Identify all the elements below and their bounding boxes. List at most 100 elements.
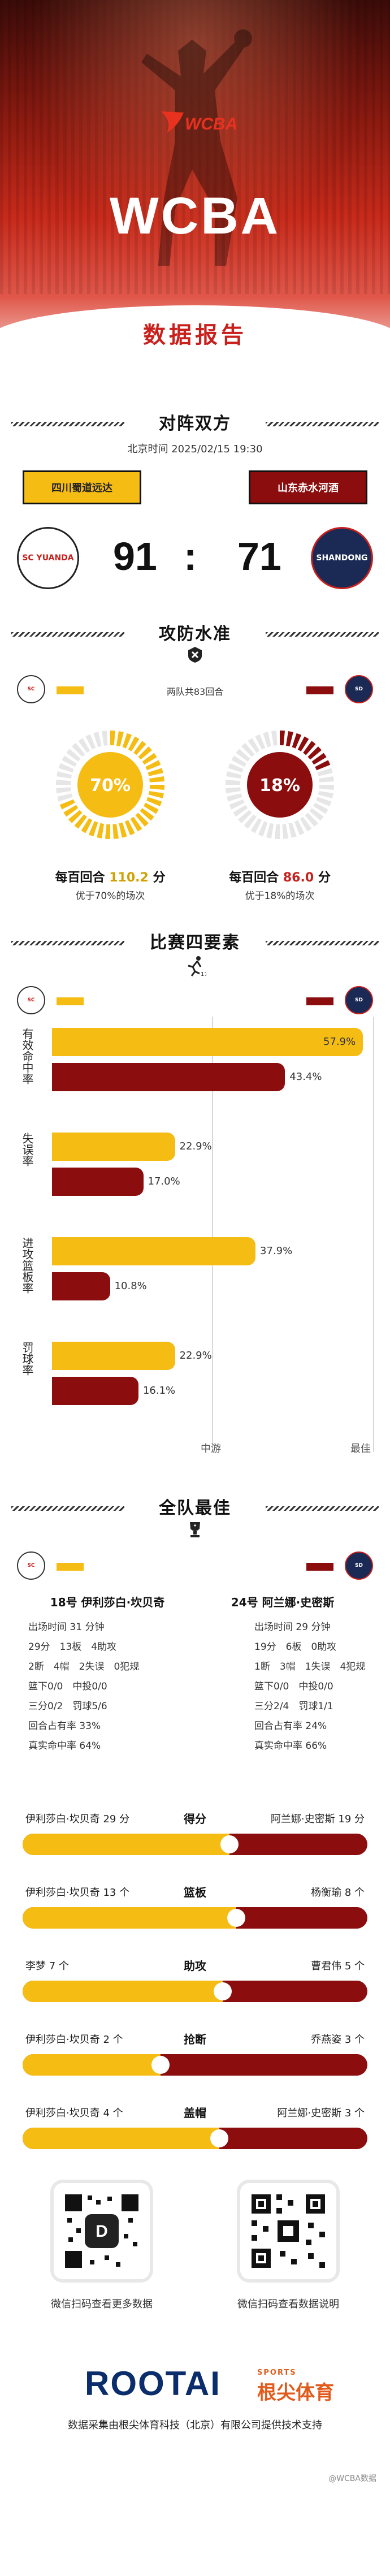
best-player-names: 18号 伊利莎白·坎贝奇 24号 阿兰娜·史密斯 <box>0 1593 390 1610</box>
home-share-fill <box>23 2128 219 2149</box>
ring-segment <box>227 793 242 802</box>
away-score: 71 <box>237 534 281 578</box>
ring-segment <box>57 793 73 802</box>
home-factor-value: 37.9% <box>260 1245 293 1257</box>
stat-line: 篮下0/0 中投0/0 <box>28 1681 107 1692</box>
away-factor-bar <box>52 1377 138 1405</box>
stat-line: 出场时间 31 分钟 <box>28 1622 105 1633</box>
ring-segment <box>78 738 90 753</box>
svg-text:D: D <box>96 2222 108 2241</box>
brand-cn: 根尖体育 <box>257 2381 334 2404</box>
compare-category: 得分 <box>184 1812 206 1826</box>
stat-line: 三分2/4 罚球1/1 <box>254 1701 333 1712</box>
ring-segment <box>280 731 285 746</box>
ring-segment <box>144 802 159 814</box>
ring-segment <box>294 820 305 836</box>
away-factor-value: 43.4% <box>289 1071 322 1083</box>
mid-gridline <box>212 1017 213 1452</box>
ring-segment <box>145 760 161 771</box>
compare-bar <box>23 1981 367 2002</box>
away-factor-value: 17.0% <box>148 1175 180 1187</box>
ring-segment <box>130 816 142 832</box>
share-marker <box>220 1835 239 1853</box>
ring-segment <box>303 741 316 755</box>
ring-segment <box>226 787 241 794</box>
section-title: 全队最佳 <box>159 1498 231 1518</box>
ring-segment <box>255 734 266 750</box>
axis-label-best: 最佳 <box>350 1443 371 1455</box>
home-leader: 伊利莎白·坎贝奇 2 个 <box>25 2034 123 2046</box>
stat-line: 29分 13板 4助攻 <box>28 1641 117 1653</box>
home-factor-bar <box>52 1133 175 1161</box>
ring-segment <box>116 731 124 747</box>
ring-segment <box>226 771 242 779</box>
away-team-name: 山东赤水河酒 <box>249 470 367 504</box>
ring-segment <box>63 805 79 817</box>
ring-segment <box>93 732 102 747</box>
teams-row: 四川蜀道远达 山东赤水河酒 <box>0 470 390 504</box>
ring-segment <box>58 763 74 773</box>
away-best-player: 24号 阿兰娜·史密斯 <box>231 1596 335 1609</box>
ring-segment <box>133 741 146 755</box>
away-team-mini-logo: SD <box>345 1551 373 1580</box>
ring-segment <box>149 776 164 783</box>
score-row: SC YUANDA 91 : 71 SHANDONG <box>0 527 390 612</box>
ring-segment <box>101 731 108 746</box>
score-separator: : <box>184 534 197 578</box>
ring-segment <box>300 816 312 832</box>
stat-line: 回合占有率 24% <box>254 1721 327 1732</box>
stat-line: 真实命中率 66% <box>254 1740 327 1752</box>
ring-segment <box>146 797 162 807</box>
shield-x-icon <box>188 647 202 663</box>
section-header-efficiency: 攻防水准 <box>0 612 390 646</box>
ring-segment <box>66 749 81 762</box>
ring-segment <box>68 810 83 823</box>
ring-segment <box>97 823 105 839</box>
data-credit: 数据采集由根尖体育科技（北京）有限公司提供技术支持 <box>68 2419 322 2431</box>
ring-segment <box>248 738 260 753</box>
ring-segment <box>236 749 250 762</box>
away-leader: 杨衡瑜 8 个 <box>311 1887 365 1899</box>
stat-line: 2断 4帽 2失误 0犯规 <box>28 1661 140 1672</box>
home-color-swatch <box>57 686 84 694</box>
leader-compare-row: 伊利莎白·坎贝奇 13 个 篮板 杨衡瑜 8 个 <box>0 1878 390 1951</box>
ring-center <box>247 752 313 818</box>
share-marker <box>210 2129 228 2147</box>
qr-code-data-explanation[interactable] <box>240 2183 336 2279</box>
leader-compare-row: 伊利莎白·坎贝奇 4 个 盖帽 阿兰娜·史密斯 3 个 <box>0 2098 390 2172</box>
away-team-mini-logo: SD <box>345 675 373 703</box>
home-team-mini-logo: SC <box>17 986 45 1014</box>
home-factor-bar <box>52 1237 256 1265</box>
rounds-text: 两队共83回合 <box>166 686 224 697</box>
ring-segment <box>228 763 244 773</box>
home-factor-value: 57.9% <box>323 1036 356 1048</box>
compare-category: 抢断 <box>184 2033 206 2046</box>
stat-line: 回合占有率 33% <box>28 1721 101 1732</box>
factor-label: 进攻篮板率 <box>20 1237 34 1294</box>
ring-segment <box>59 799 75 810</box>
away-color-swatch <box>306 997 333 1005</box>
ring-segment <box>138 746 152 760</box>
arena-background <box>0 0 390 294</box>
ring-segment <box>292 733 302 749</box>
away-factor-bar <box>52 1272 110 1300</box>
qr-code-more-data[interactable]: D <box>54 2183 150 2279</box>
ring-segment <box>307 746 322 760</box>
efficiency-rings: 70% 18% 每百回合 110.2 分 每百回合 86.0 分 优于70%的场… <box>0 706 390 920</box>
compare-bar <box>23 2054 367 2076</box>
rootai-logo: ROOTAI <box>85 2365 221 2402</box>
wcba-logo: WCBA <box>0 105 390 141</box>
ring-segment <box>288 822 297 838</box>
best-team-header: SC SD <box>0 1548 390 1582</box>
ring-segment <box>135 812 149 827</box>
home-best-player: 18号 伊利莎白·坎贝奇 <box>50 1596 165 1609</box>
ring-segment <box>319 776 334 783</box>
section-title: 攻防水准 <box>159 624 231 644</box>
ring-segment <box>56 779 71 785</box>
away-percentile-text: 优于18%的场次 <box>245 891 315 902</box>
ring-segment <box>309 808 324 821</box>
ring-segment <box>62 755 77 767</box>
ring-segment <box>229 799 245 810</box>
ring-segment <box>122 733 132 749</box>
ring-percent-label: 18% <box>259 776 300 796</box>
